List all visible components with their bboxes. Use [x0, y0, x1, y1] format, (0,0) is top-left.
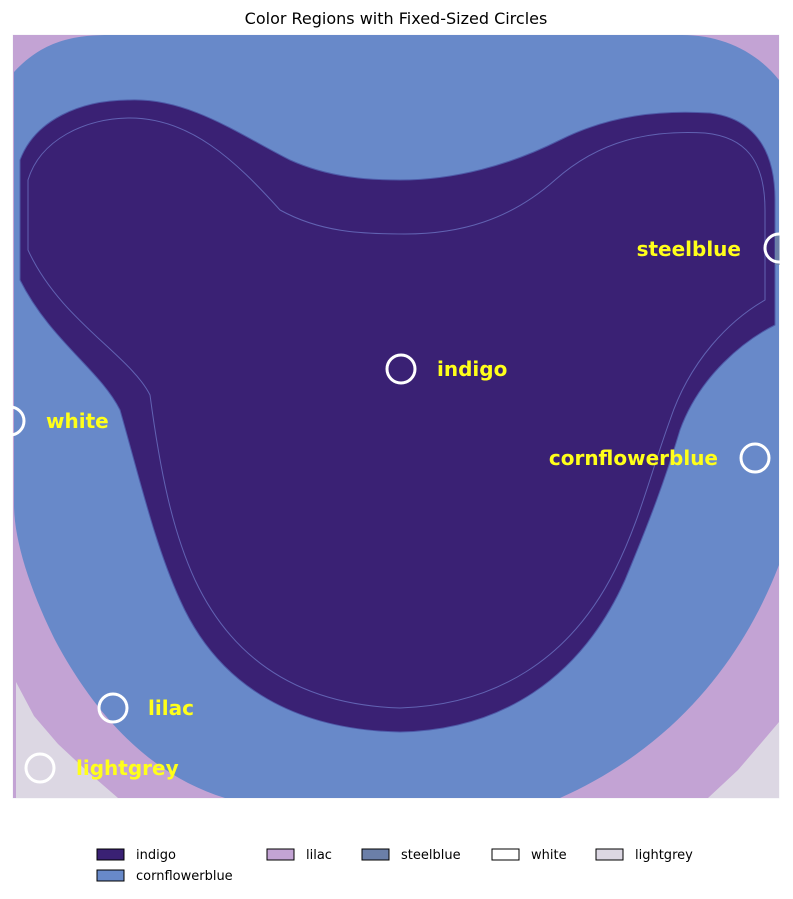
- marker-circle-lightgrey: [24, 752, 56, 784]
- region-indigo: [19, 99, 776, 733]
- marker-circle-indigo: [385, 353, 417, 385]
- legend-label-cornflowerblue: cornflowerblue: [136, 869, 233, 884]
- plot-border: [9, 31, 783, 802]
- marker-circle-white: [0, 405, 26, 437]
- indigo-inner-outline: [27, 117, 766, 709]
- marker-label-cornflowerblue: cornflowerblue: [549, 446, 718, 470]
- legend-label-steelblue: steelblue: [401, 848, 461, 863]
- legend-label-lightgrey: lightgrey: [635, 848, 693, 863]
- marker-circle-lilac: [97, 692, 129, 724]
- marker-label-steelblue: steelblue: [637, 237, 741, 261]
- markers: indigo steelblue white cornflowerblue li…: [0, 232, 793, 784]
- region-lightgrey: [16, 682, 779, 798]
- marker-label-white: white: [46, 409, 109, 433]
- legend-label-indigo: indigo: [136, 848, 176, 863]
- legend-label-lilac: lilac: [306, 848, 332, 863]
- marker-label-indigo: indigo: [437, 357, 507, 381]
- marker-label-lilac: lilac: [148, 696, 194, 720]
- legend-swatch-lilac: [266, 848, 295, 861]
- legend-swatch-cornflowerblue: [96, 869, 125, 882]
- legend-swatch-white: [491, 848, 520, 861]
- legend-swatch-steelblue: [361, 848, 390, 861]
- legend-swatch-indigo: [96, 848, 125, 861]
- region-steelblue: [775, 235, 781, 265]
- legend-swatch-lightgrey: [595, 848, 624, 861]
- plot-area: [11, 33, 781, 800]
- legend: indigo cornflowerblue lilac steelblue wh…: [96, 848, 693, 884]
- marker-circle-cornflowerblue: [739, 442, 771, 474]
- legend-label-white: white: [531, 848, 567, 863]
- marker-circle-steelblue: [763, 232, 793, 264]
- marker-label-lightgrey: lightgrey: [76, 756, 179, 780]
- chart-title: Color Regions with Fixed-Sized Circles: [245, 9, 548, 28]
